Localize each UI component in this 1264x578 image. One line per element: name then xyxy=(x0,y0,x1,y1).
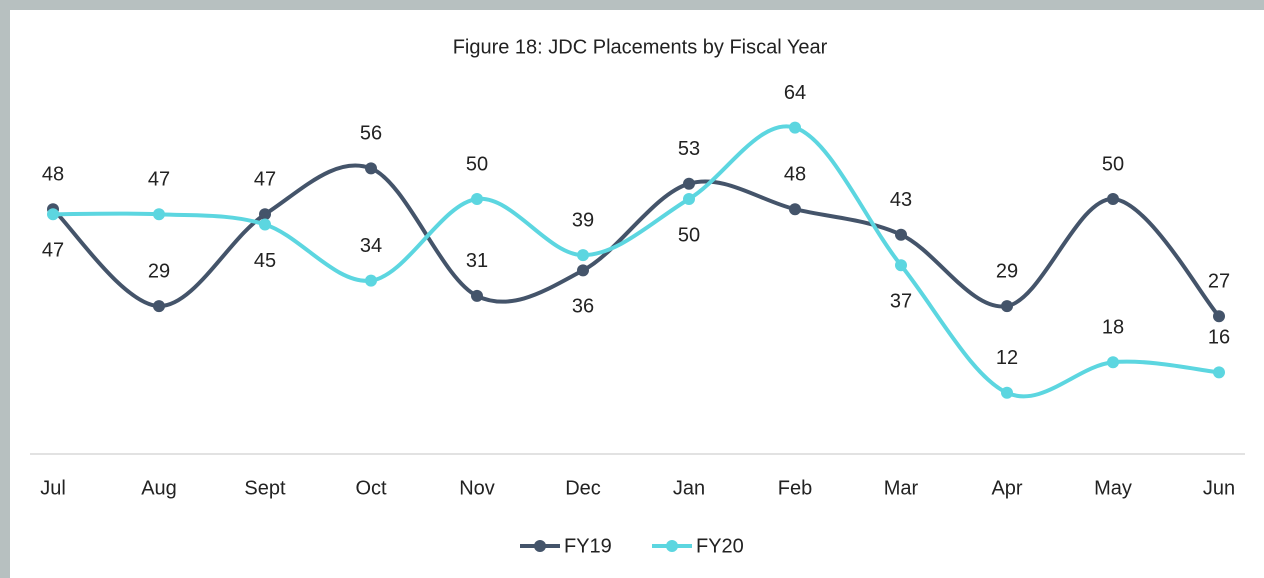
legend-label: FY20 xyxy=(696,535,744,557)
data-label: 29 xyxy=(148,260,170,282)
data-point xyxy=(895,228,907,241)
data-label: 31 xyxy=(466,250,488,272)
data-point xyxy=(1213,366,1225,379)
data-label: 27 xyxy=(1208,271,1230,293)
data-label: 47 xyxy=(42,240,64,262)
data-label: 50 xyxy=(678,224,700,246)
x-tick-label: Aug xyxy=(141,477,177,499)
data-point xyxy=(1213,310,1225,323)
data-label: 50 xyxy=(1102,153,1124,175)
data-label: 48 xyxy=(784,163,806,185)
data-label: 64 xyxy=(784,82,806,104)
data-point xyxy=(365,162,377,175)
data-point xyxy=(153,208,165,221)
data-label: 50 xyxy=(466,153,488,175)
data-label: 12 xyxy=(996,347,1018,369)
data-label: 18 xyxy=(1102,316,1124,338)
chart-title: Figure 18: JDC Placements by Fiscal Year xyxy=(453,36,828,58)
x-tick-label: Nov xyxy=(459,477,495,499)
data-point xyxy=(259,218,271,231)
chart-panel xyxy=(10,10,1264,578)
x-tick-label: Jun xyxy=(1203,477,1235,499)
data-label: 36 xyxy=(572,296,594,318)
data-point xyxy=(471,289,483,302)
data-point xyxy=(683,177,695,190)
x-tick-label: Oct xyxy=(355,477,387,499)
series-line xyxy=(51,163,1221,319)
x-tick-label: Feb xyxy=(778,477,812,499)
data-point xyxy=(47,208,59,221)
legend-label: FY19 xyxy=(564,535,612,557)
data-label: 34 xyxy=(360,235,382,257)
x-tick-label: Mar xyxy=(884,477,919,499)
data-point xyxy=(365,274,377,287)
data-point xyxy=(1107,356,1119,369)
data-point xyxy=(683,193,695,205)
legend-marker xyxy=(534,540,546,552)
x-tick-label: May xyxy=(1094,477,1132,499)
data-point xyxy=(895,259,907,272)
data-label: 47 xyxy=(148,169,170,191)
data-label: 53 xyxy=(678,138,700,160)
data-point xyxy=(259,208,271,221)
data-point xyxy=(577,264,589,277)
x-tick-label: Apr xyxy=(991,477,1022,499)
data-point xyxy=(577,249,589,262)
data-point xyxy=(789,121,801,134)
data-label: 48 xyxy=(42,163,64,185)
x-tick-label: Dec xyxy=(565,477,601,499)
x-tick-label: Jan xyxy=(673,477,705,499)
data-point xyxy=(471,193,483,205)
data-point xyxy=(1107,193,1119,205)
data-label: 56 xyxy=(360,123,382,145)
data-label: 16 xyxy=(1208,327,1230,349)
data-label: 47 xyxy=(254,169,276,191)
x-tick-label: Sept xyxy=(244,477,286,499)
data-label: 45 xyxy=(254,250,276,272)
data-point xyxy=(153,300,165,313)
data-point xyxy=(1001,300,1013,313)
data-label: 39 xyxy=(572,209,594,231)
data-label: 37 xyxy=(890,291,912,313)
data-point xyxy=(789,203,801,216)
data-point xyxy=(1001,386,1013,399)
data-label: 29 xyxy=(996,260,1018,282)
data-label: 43 xyxy=(890,189,912,211)
x-tick-label: Jul xyxy=(40,477,66,499)
legend-marker xyxy=(666,540,678,552)
